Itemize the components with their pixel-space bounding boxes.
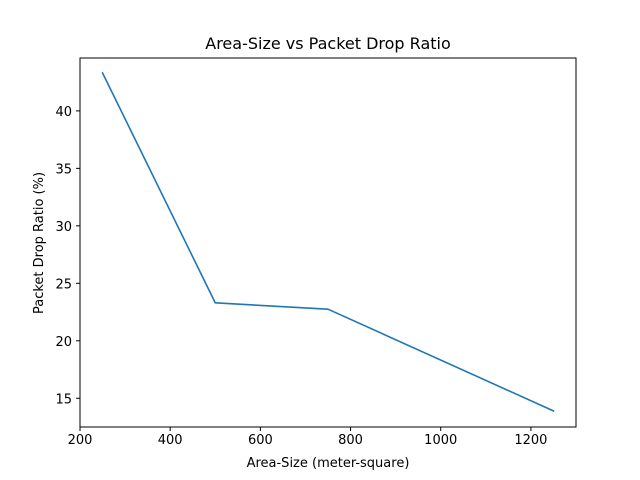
plot-area: 200 400 600 800 1000 1200 15 20 25 30 35 40 (55, 57, 577, 448)
y-tick-label: 25 (55, 277, 72, 292)
plot-frame (79, 57, 577, 428)
x-tick-label: 800 (338, 433, 363, 448)
x-tick-label: 400 (158, 433, 183, 448)
y-tick-label: 15 (55, 392, 72, 407)
x-axis-title: Area-Size (meter-square) (247, 456, 410, 471)
chart-title: Area-Size vs Packet Drop Ratio (205, 34, 451, 53)
x-tick-label: 1000 (424, 433, 457, 448)
x-tick-label: 600 (248, 433, 273, 448)
series-line-0 (101, 71, 555, 412)
y-axis-title: Packet Drop Ratio (%) (32, 172, 47, 314)
x-tick-label: 1200 (514, 433, 547, 448)
y-tick-label: 40 (55, 105, 72, 120)
y-tick-label: 35 (55, 162, 72, 177)
y-tick-label: 30 (55, 220, 72, 235)
y-tick-label: 20 (55, 335, 72, 350)
x-tick-label: 200 (68, 433, 93, 448)
